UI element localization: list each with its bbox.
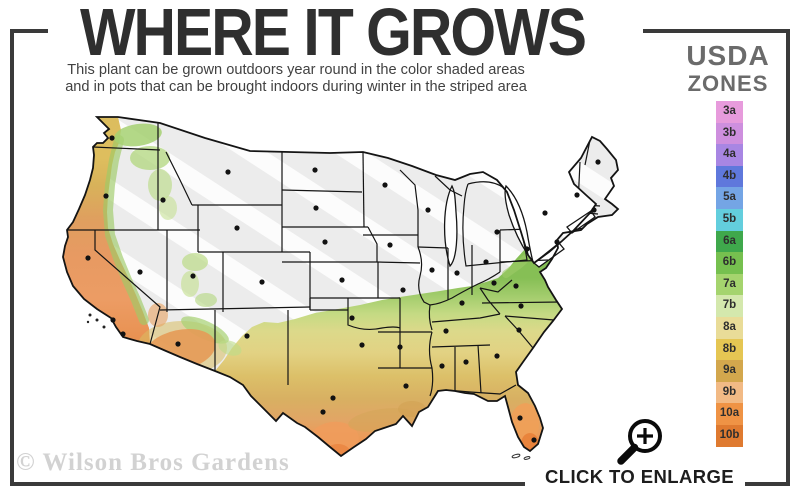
zone-swatch-8b: 8b [716,338,743,361]
city-dot [349,315,355,321]
city-dot [110,317,116,323]
zone-swatch-10b: 10b [716,424,743,447]
channel-islands [86,313,106,329]
legend-title-zones: ZONES [687,71,769,96]
frame-top-right [643,29,790,33]
city-dot [483,259,489,265]
city-dot [516,327,522,333]
frame-right [786,29,790,486]
city-dot [234,225,240,231]
city-dot [403,383,409,389]
state-borders [65,123,601,397]
city-dot [313,205,319,211]
zone-swatch-7a: 7a [716,273,743,296]
zone-swatch-8a: 8a [716,316,743,339]
city-dot [244,333,250,339]
dots-layer [85,135,601,443]
legend-title-usda: USDA [686,40,770,71]
southeast-zone-region [215,226,562,456]
magnifier-zoom-icon[interactable] [612,412,682,482]
city-dot [397,344,403,350]
city-dot [542,210,548,216]
zone-swatch-5b: 5b [716,208,743,231]
zone-swatch-6a: 6a [716,230,743,253]
city-dot [591,207,597,213]
lake-michigan [443,184,458,268]
subtitle-line-2: and in pots that can be brought indoors … [65,79,527,95]
city-dot [429,267,435,273]
zone-swatch-6b: 6b [716,252,743,274]
great-lakes [443,184,596,268]
click-to-enlarge-label[interactable]: CLICK TO ENLARGE [545,466,735,487]
city-dot [137,269,143,275]
city-dot [554,239,560,245]
city-dot [425,207,431,213]
subtitle-line-1: This plant can be grown outdoors year ro… [67,62,525,78]
city-dot [382,182,388,188]
page-title: WHERE IT GROWS [79,0,587,70]
us-outline [62,116,620,458]
zone-swatch-3b: 3b [716,122,743,145]
city-dot [574,192,580,198]
city-dot [312,167,318,173]
city-dot [190,273,196,279]
city-dot [85,255,91,261]
city-dot [494,353,500,359]
frame-left [10,29,14,486]
city-dot [120,331,126,337]
city-dot [595,159,601,165]
subtitle: This plant can be grown outdoors year ro… [40,62,552,96]
frame-bottom-right [745,482,790,486]
city-dot [494,229,500,235]
city-dot [524,246,530,252]
city-dot [491,280,497,286]
zone-swatch-9b: 9b [716,381,743,404]
florida-keys [511,453,531,460]
city-dot [330,395,336,401]
city-dot [225,169,231,175]
zone-swatch-9a: 9a [716,360,743,382]
zone-swatch-3a: 3a [716,101,743,123]
city-dot [463,359,469,365]
zone-swatch-5a: 5a [716,187,743,209]
zone-swatch-10a: 10a [716,403,743,425]
frame-top-left [10,29,48,33]
city-dot [439,363,445,369]
city-dot [160,197,166,203]
city-dot [517,415,523,421]
city-dot [103,193,109,199]
city-dot [459,300,465,306]
city-dot [320,409,326,415]
zone-swatch-4a: 4a [716,144,743,166]
watermark: © Wilson Bros Gardens [16,449,290,476]
city-dot [518,303,524,309]
frame-bottom-left [10,482,525,486]
city-dot [359,342,365,348]
city-dot [339,277,345,283]
city-dot [531,437,537,443]
legend-title: USDA ZONES [678,42,778,95]
city-dot [259,279,265,285]
zone-swatch-4b: 4b [716,165,743,188]
zone-list: 3a 3b 4a 4b 5a 5b 6a 6b 7a 7b 8a 8b 9a 9b 10a 10b [716,101,743,447]
city-dot [175,341,181,347]
city-dot [454,270,460,276]
city-dot [322,239,328,245]
city-dot [109,135,115,141]
city-dot [443,328,449,334]
city-dot [400,287,406,293]
zone-swatch-7b: 7b [716,295,743,317]
city-dot [387,242,393,248]
city-dot [513,283,519,289]
